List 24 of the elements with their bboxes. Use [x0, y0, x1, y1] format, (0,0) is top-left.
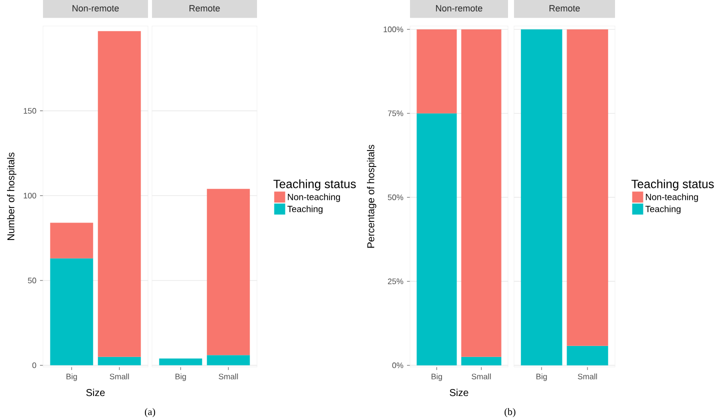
chart-title: Non-remote — [436, 5, 482, 12]
legend-title: Teaching status — [631, 179, 714, 191]
x-axis-title: Size — [450, 388, 468, 396]
legend-label: Teaching — [287, 206, 322, 214]
bar — [98, 356, 141, 366]
bar — [50, 222, 94, 258]
y-axis-title: Number of hospitals — [7, 152, 16, 240]
bar — [50, 258, 94, 366]
chart-title: Remote — [190, 5, 220, 12]
legend-title: Teaching status — [273, 179, 356, 191]
chart-title: Non-remote — [72, 5, 119, 12]
bar — [98, 31, 141, 357]
y-axis-title: Percentage of hospitals — [366, 144, 376, 248]
bar — [461, 29, 502, 357]
x-axis-title: Size — [86, 388, 105, 396]
legend-label: Non-teaching — [646, 194, 698, 202]
legend-label: Non-teaching — [288, 194, 340, 202]
bar — [461, 356, 502, 366]
text: (b) — [504, 408, 516, 418]
bar — [416, 113, 457, 366]
legend-label: Teaching — [645, 206, 681, 214]
text: (a) — [144, 408, 156, 418]
chart-title: Remote — [550, 5, 580, 12]
bar — [416, 29, 457, 114]
